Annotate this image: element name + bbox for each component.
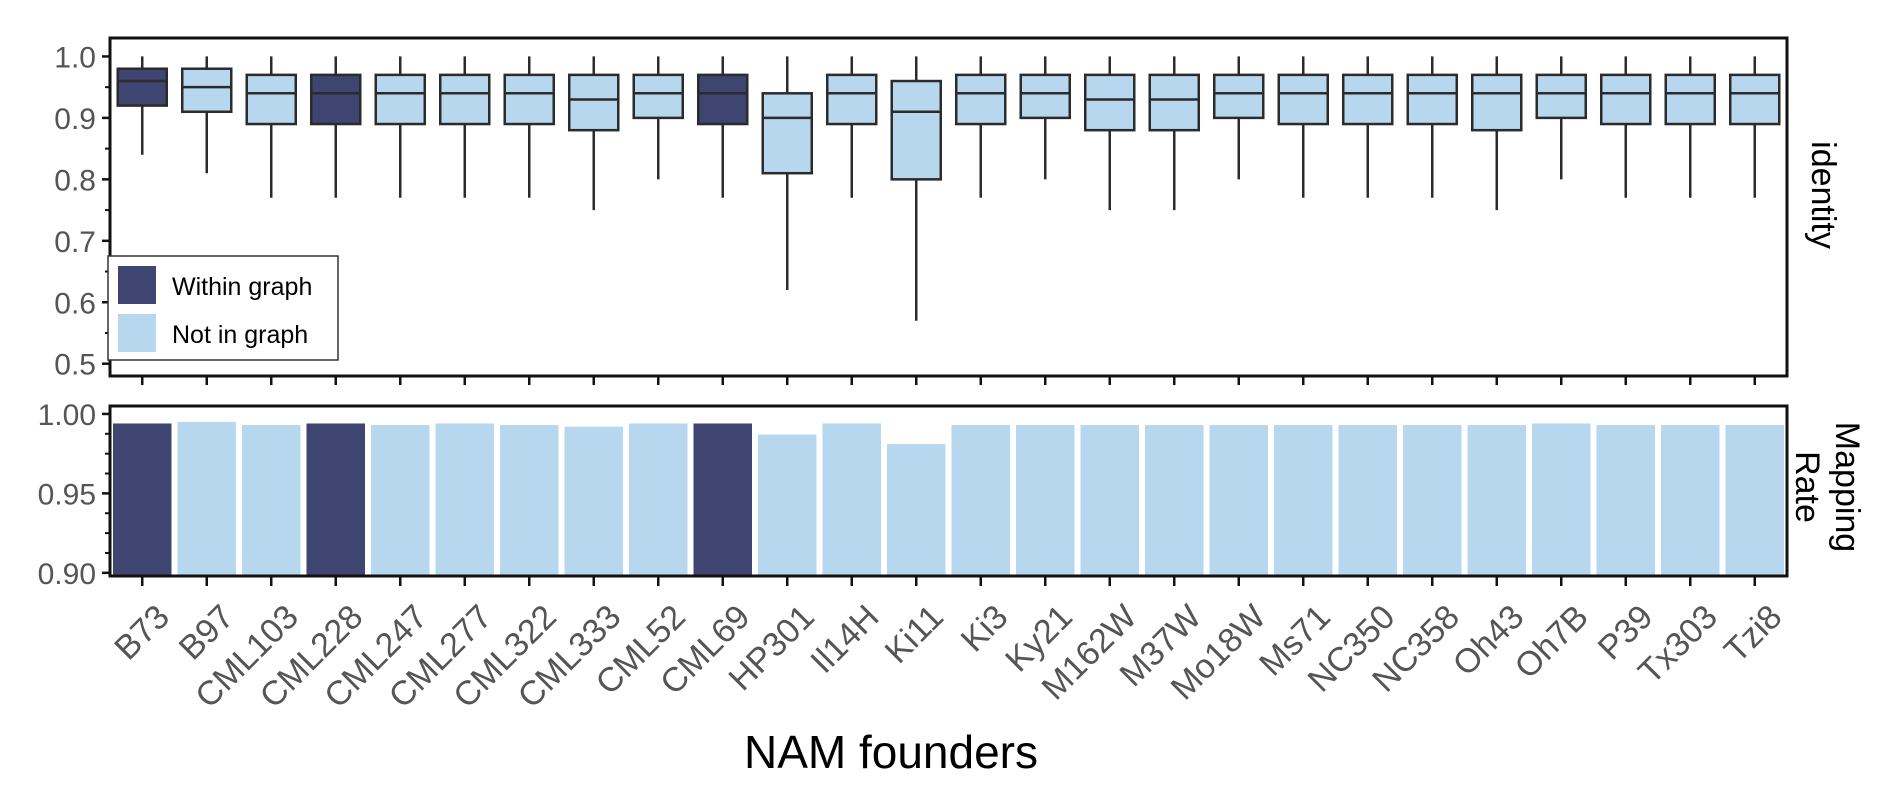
xtick-label-Tzi8: Tzi8 — [1717, 598, 1789, 670]
bar-B97 — [177, 421, 236, 576]
bar-M37W — [1145, 425, 1204, 576]
mapping-rate-panel: 1.00 0.95 0.90 — [38, 399, 1789, 591]
box-B73 — [116, 67, 169, 107]
bar-M162W — [1080, 425, 1139, 576]
box-CML277 — [438, 73, 491, 126]
box-CML103 — [245, 73, 298, 126]
legend-swatch-within-graph — [118, 266, 156, 304]
x-axis-title: NAM founders — [744, 726, 1038, 778]
box-CML52 — [632, 73, 685, 120]
bar-HP301 — [758, 434, 817, 576]
bar-Ki11 — [887, 444, 946, 576]
box-Tzi8 — [1728, 73, 1781, 126]
identity-axis-label: identity — [1804, 141, 1842, 249]
bar-Mo18W — [1209, 425, 1268, 576]
box-P39 — [1599, 73, 1652, 126]
bar-CML247 — [371, 425, 430, 576]
box-Ki11 — [890, 79, 943, 181]
box-CML69 — [696, 73, 749, 126]
bar-Oh43 — [1467, 425, 1526, 576]
xtick-label-Ki11: Ki11 — [878, 598, 951, 671]
box-NC358 — [1406, 73, 1459, 126]
bar-Tx303 — [1661, 425, 1720, 576]
box-Il14H — [825, 73, 878, 126]
mapping-rate-ytick-label: 0.95 — [38, 478, 96, 511]
identity-ytick-label: 1.0 — [54, 41, 96, 74]
bar-CML322 — [500, 425, 559, 576]
legend: Within graph Not in graph — [107, 255, 339, 361]
box-NC350 — [1341, 73, 1394, 126]
identity-panel: 1.0 0.9 0.8 0.7 0.6 0.5 — [54, 36, 1789, 385]
bar-CML103 — [242, 425, 301, 576]
bar-Tzi8 — [1725, 425, 1784, 576]
box-B97 — [180, 67, 233, 113]
mapping-rate-ytick-label: 0.90 — [38, 558, 96, 591]
bar-CML69 — [693, 423, 752, 576]
bar-Ms71 — [1274, 425, 1333, 576]
bar-CML333 — [564, 426, 623, 576]
box-CML333 — [567, 73, 620, 132]
box-CML228 — [309, 73, 362, 126]
box-HP301 — [761, 92, 814, 175]
box-M37W — [1148, 73, 1201, 132]
identity-ytick-label: 0.7 — [54, 226, 96, 259]
identity-ytick-label: 0.8 — [54, 164, 96, 197]
bar-NC350 — [1338, 425, 1397, 576]
bar-Il14H — [822, 423, 881, 576]
legend-label-within-graph: Within graph — [172, 273, 312, 301]
identity-frame — [108, 36, 1789, 378]
identity-ytick-label: 0.6 — [54, 287, 96, 320]
box-CML322 — [503, 73, 556, 126]
bar-CML277 — [435, 423, 494, 576]
mapping-rate-frame — [108, 404, 1789, 578]
box-Mo18W — [1212, 73, 1265, 120]
box-Oh43 — [1470, 73, 1523, 132]
bar-NC358 — [1403, 425, 1462, 576]
bar-Ky21 — [1016, 425, 1075, 576]
bar-Oh7B — [1532, 423, 1591, 576]
box-CML247 — [374, 73, 427, 126]
bar-P39 — [1596, 425, 1655, 576]
mapping-rate-ytick-label: 1.00 — [38, 399, 96, 432]
mapping-rate-axis-label-line-2: Rate — [1788, 451, 1826, 523]
identity-ytick-label: 0.5 — [54, 349, 96, 382]
xtick-label-B73: B73 — [107, 598, 177, 668]
identity-ytick-label: 0.9 — [54, 103, 96, 136]
legend-label-not-in-graph: Not in graph — [172, 321, 308, 349]
mapping-rate-axis-label-line-1: Mapping — [1828, 422, 1866, 552]
box-Ki3 — [954, 73, 1007, 126]
box-Ky21 — [1019, 73, 1072, 120]
bar-B73 — [113, 423, 172, 576]
xtick-label-Il14H: Il14H — [803, 598, 886, 681]
box-Oh7B — [1535, 73, 1588, 120]
box-Tx303 — [1664, 73, 1717, 126]
legend-swatch-not-in-graph — [118, 314, 156, 352]
box-M162W — [1083, 73, 1136, 132]
box-Ms71 — [1277, 73, 1330, 126]
bar-CML52 — [629, 423, 688, 576]
x-axis: B73B97CML103CML228CML247CML277CML322CML3… — [107, 576, 1789, 716]
bar-Ki3 — [951, 425, 1010, 576]
bar-CML228 — [306, 423, 365, 576]
xtick-label-Oh7B: Oh7B — [1508, 598, 1596, 686]
